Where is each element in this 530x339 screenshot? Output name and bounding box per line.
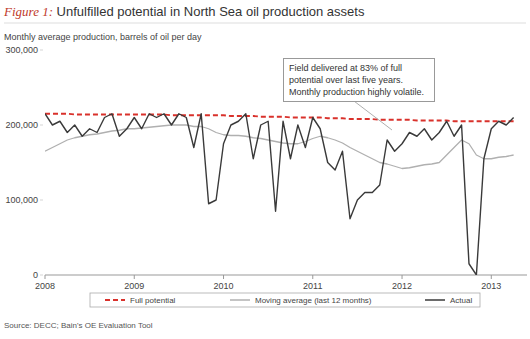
- x-tick: [491, 275, 492, 279]
- annotation-pointer: [350, 98, 392, 130]
- y-tick: [40, 50, 43, 51]
- x-tick: [312, 275, 313, 279]
- y-tick-label: 200,000: [5, 120, 38, 130]
- legend-label: Full potential: [130, 296, 176, 305]
- x-axis: [45, 275, 527, 276]
- title-rule: [4, 23, 526, 24]
- legend-label: Actual: [450, 296, 472, 305]
- y-tick: [40, 275, 43, 276]
- x-tick-label: 2013: [481, 281, 501, 291]
- x-tick: [45, 275, 46, 279]
- subtitle: Monthly average production, barrels of o…: [4, 32, 202, 42]
- chart: Figure 1: Unfulfilled potential in North…: [0, 0, 530, 339]
- x-tick: [134, 275, 135, 279]
- legend-swatch: [230, 299, 250, 301]
- x-tick: [402, 275, 403, 279]
- y-tick: [40, 125, 43, 126]
- legend-box: [90, 293, 480, 307]
- legend-swatch: [425, 299, 445, 301]
- legend-swatch: [105, 299, 125, 301]
- x-tick: [223, 275, 224, 279]
- y-tick-label: 0: [33, 270, 38, 280]
- legend: Full potential Moving average (last 12 mo…: [90, 293, 480, 307]
- source: Source: DECC; Bain's OE Evaluation Tool: [4, 321, 153, 330]
- title: Figure 1: Unfulfilled potential in North…: [3, 4, 365, 19]
- y-tick-label: 100,000: [5, 195, 38, 205]
- series-line: [45, 114, 514, 122]
- y-tick: [40, 200, 43, 201]
- x-tick-label: 2010: [214, 281, 234, 291]
- series-line: [45, 114, 514, 275]
- annotation: Field delivered at 83% of full potential…: [283, 58, 435, 102]
- x-tick-label: 2008: [35, 281, 55, 291]
- x-tick-label: 2012: [392, 281, 412, 291]
- y-tick-label: 300,000: [5, 45, 38, 55]
- x-tick-label: 2009: [124, 281, 144, 291]
- plot-area: [45, 114, 514, 275]
- x-tick-label: 2011: [303, 281, 322, 291]
- legend-label: Moving average (last 12 months): [255, 296, 372, 305]
